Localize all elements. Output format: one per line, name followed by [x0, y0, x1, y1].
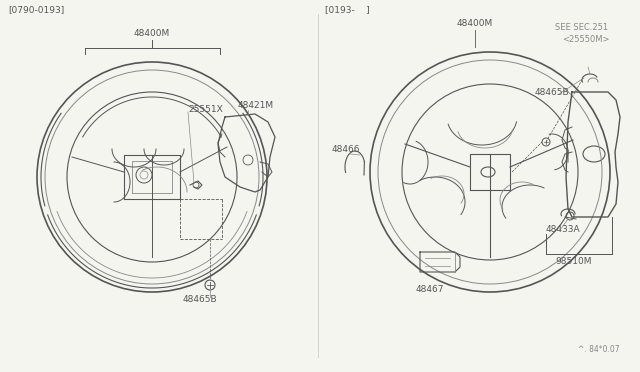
Text: <25550M>: <25550M> — [562, 35, 609, 44]
Text: 48421M: 48421M — [238, 101, 274, 110]
Text: [0790-0193]: [0790-0193] — [8, 5, 64, 14]
Text: ^. 84*0.07: ^. 84*0.07 — [579, 345, 620, 354]
Text: [0193-    ]: [0193- ] — [325, 5, 370, 14]
Text: 48400M: 48400M — [134, 29, 170, 38]
Text: 48465B: 48465B — [535, 88, 570, 97]
Text: 48467: 48467 — [416, 285, 444, 294]
Text: SEE SEC.251: SEE SEC.251 — [555, 23, 608, 32]
Text: 48466: 48466 — [332, 145, 360, 154]
Text: 48400M: 48400M — [457, 19, 493, 28]
Text: 25551X: 25551X — [188, 105, 223, 114]
Text: 48465B: 48465B — [182, 295, 218, 304]
Text: 48433A: 48433A — [546, 225, 580, 234]
Text: 98510M: 98510M — [555, 257, 591, 266]
